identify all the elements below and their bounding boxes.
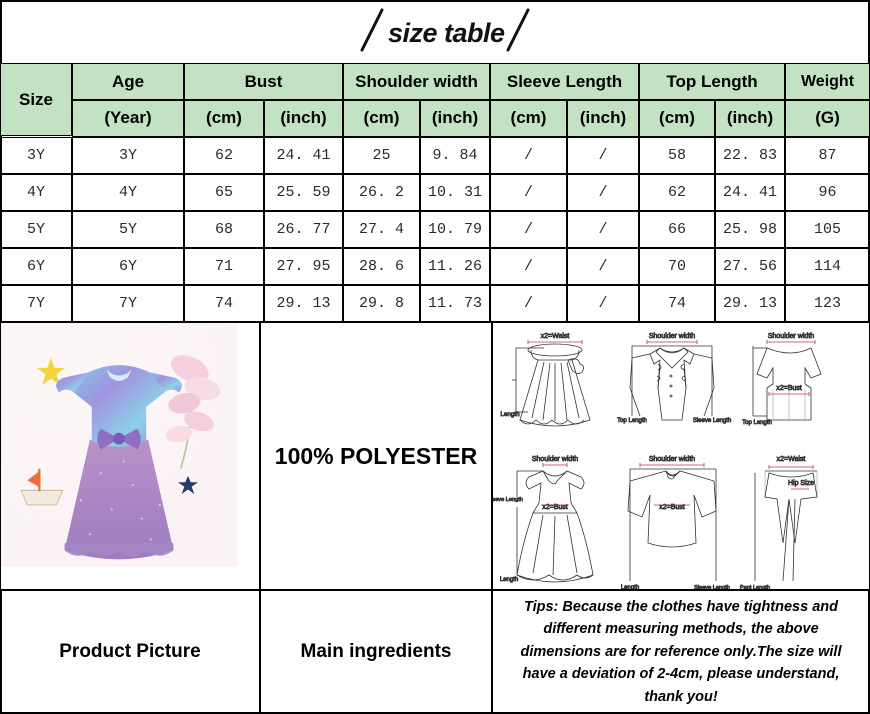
svg-text:Sleeve Length: Sleeve Length — [693, 418, 731, 424]
svg-text:x2=Waist: x2=Waist — [541, 333, 570, 340]
svg-text:Length: Length — [500, 411, 520, 418]
svg-text:Length: Length — [500, 577, 518, 583]
svg-text:x2=Waist: x2=Waist — [777, 456, 806, 463]
svg-text:Top Length: Top Length — [742, 420, 772, 426]
svg-text:Shoulder width: Shoulder width — [649, 333, 695, 340]
svg-text:Shoulder width: Shoulder width — [768, 333, 814, 340]
svg-text:Shoulder width: Shoulder width — [649, 456, 695, 463]
svg-text:Shoulder width: Shoulder width — [532, 456, 578, 463]
svg-text:Sleeve Length: Sleeve Length — [493, 497, 523, 503]
svg-text:Hip Size: Hip Size — [788, 480, 814, 487]
svg-text:Top Length: Top Length — [617, 418, 647, 424]
svg-text:size table: size table — [388, 18, 505, 48]
